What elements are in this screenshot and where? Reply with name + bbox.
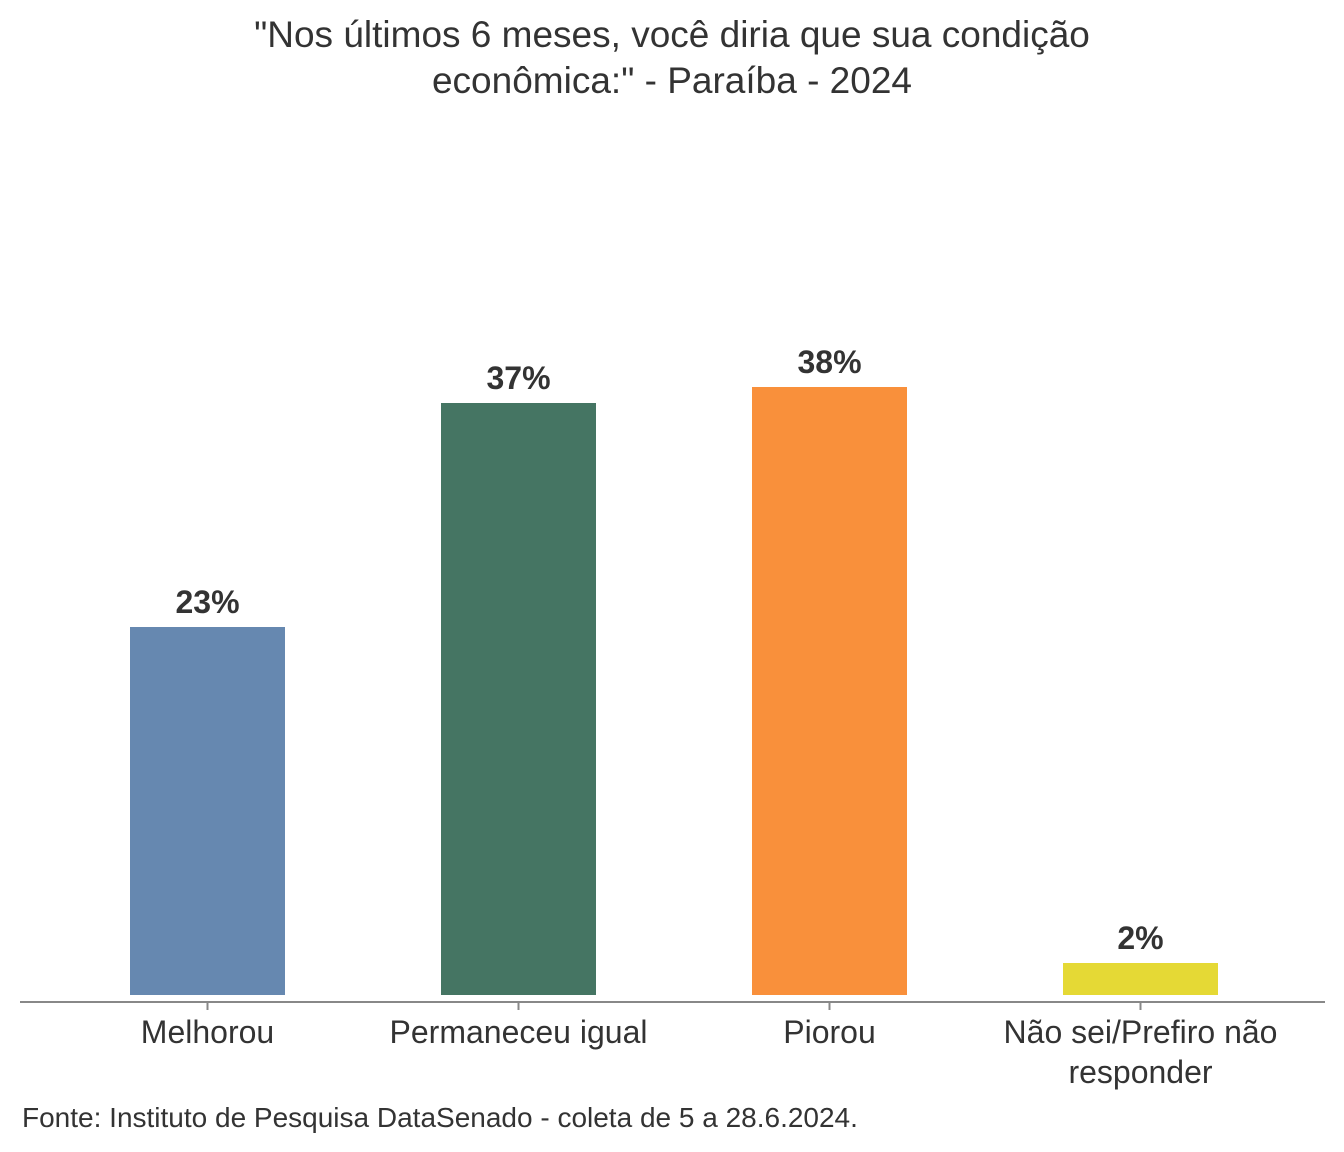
chart-title: "Nos últimos 6 meses, você diria que sua… xyxy=(254,14,1090,101)
value-label: 38% xyxy=(797,344,861,380)
bar xyxy=(752,387,907,995)
x-tick-label: Permaneceu igual xyxy=(389,1014,648,1050)
x-tick-label: Piorou xyxy=(783,1014,876,1050)
value-label: 2% xyxy=(1117,920,1163,956)
bar xyxy=(130,627,285,995)
source-note: Fonte: Instituto de Pesquisa DataSenado … xyxy=(22,1102,858,1133)
bar xyxy=(1063,963,1218,995)
bar xyxy=(441,403,596,995)
value-label: 37% xyxy=(486,360,550,396)
value-label: 23% xyxy=(175,584,239,620)
x-tick-label: Não sei/Prefiro não responder xyxy=(1003,1014,1278,1090)
x-tick-label: Melhorou xyxy=(140,1014,275,1050)
